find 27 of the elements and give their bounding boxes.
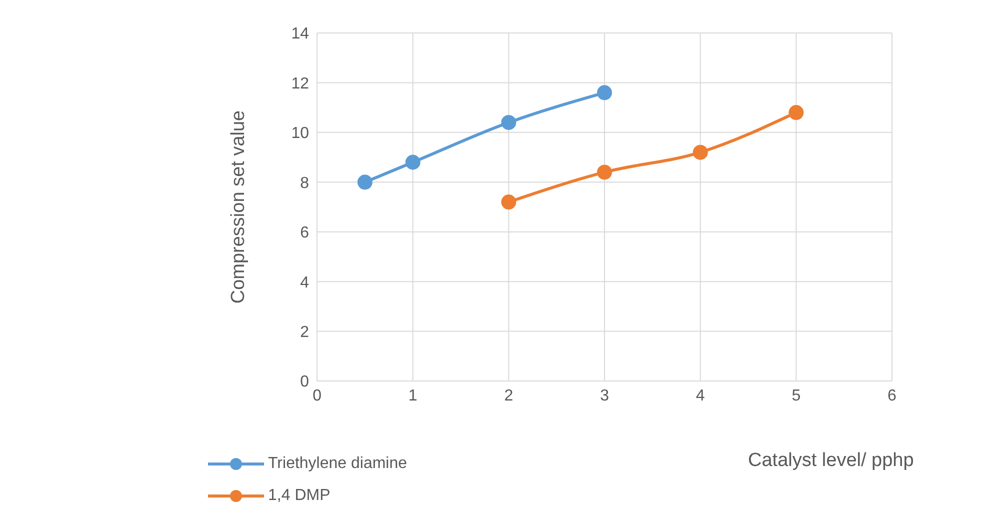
point [357,174,372,190]
legend-label: Triethylene diamine [268,454,408,474]
y-tick-label: 6 [300,224,310,242]
y-tick-label: 0 [300,374,310,391]
y-axis-title: Compression set value [228,110,249,304]
legend-label: 1,4 DMP [268,486,330,506]
y-tick-label: 4 [300,274,310,292]
x-axis-title: Catalyst level/ pphp [748,450,914,472]
point [597,85,612,100]
y-tick-label: 12 [291,75,310,92]
point [405,154,420,170]
x-tick-label: 2 [504,387,514,404]
y-tick-label: 8 [300,174,310,192]
x-tick-label: 1 [408,387,418,404]
point [501,194,516,210]
point [501,114,516,130]
y-tick-label: 2 [300,324,310,341]
point [692,144,708,160]
x-tick-label: 5 [792,387,801,404]
x-tick-label: 3 [600,387,610,404]
x-tick-label: 4 [696,387,705,404]
y-tick-label: 10 [291,125,310,142]
y-tick-label: 14 [291,26,310,43]
x-tick-label: 6 [888,387,897,404]
point [788,105,804,120]
x-tick-label: 0 [312,387,322,404]
point [597,164,612,180]
